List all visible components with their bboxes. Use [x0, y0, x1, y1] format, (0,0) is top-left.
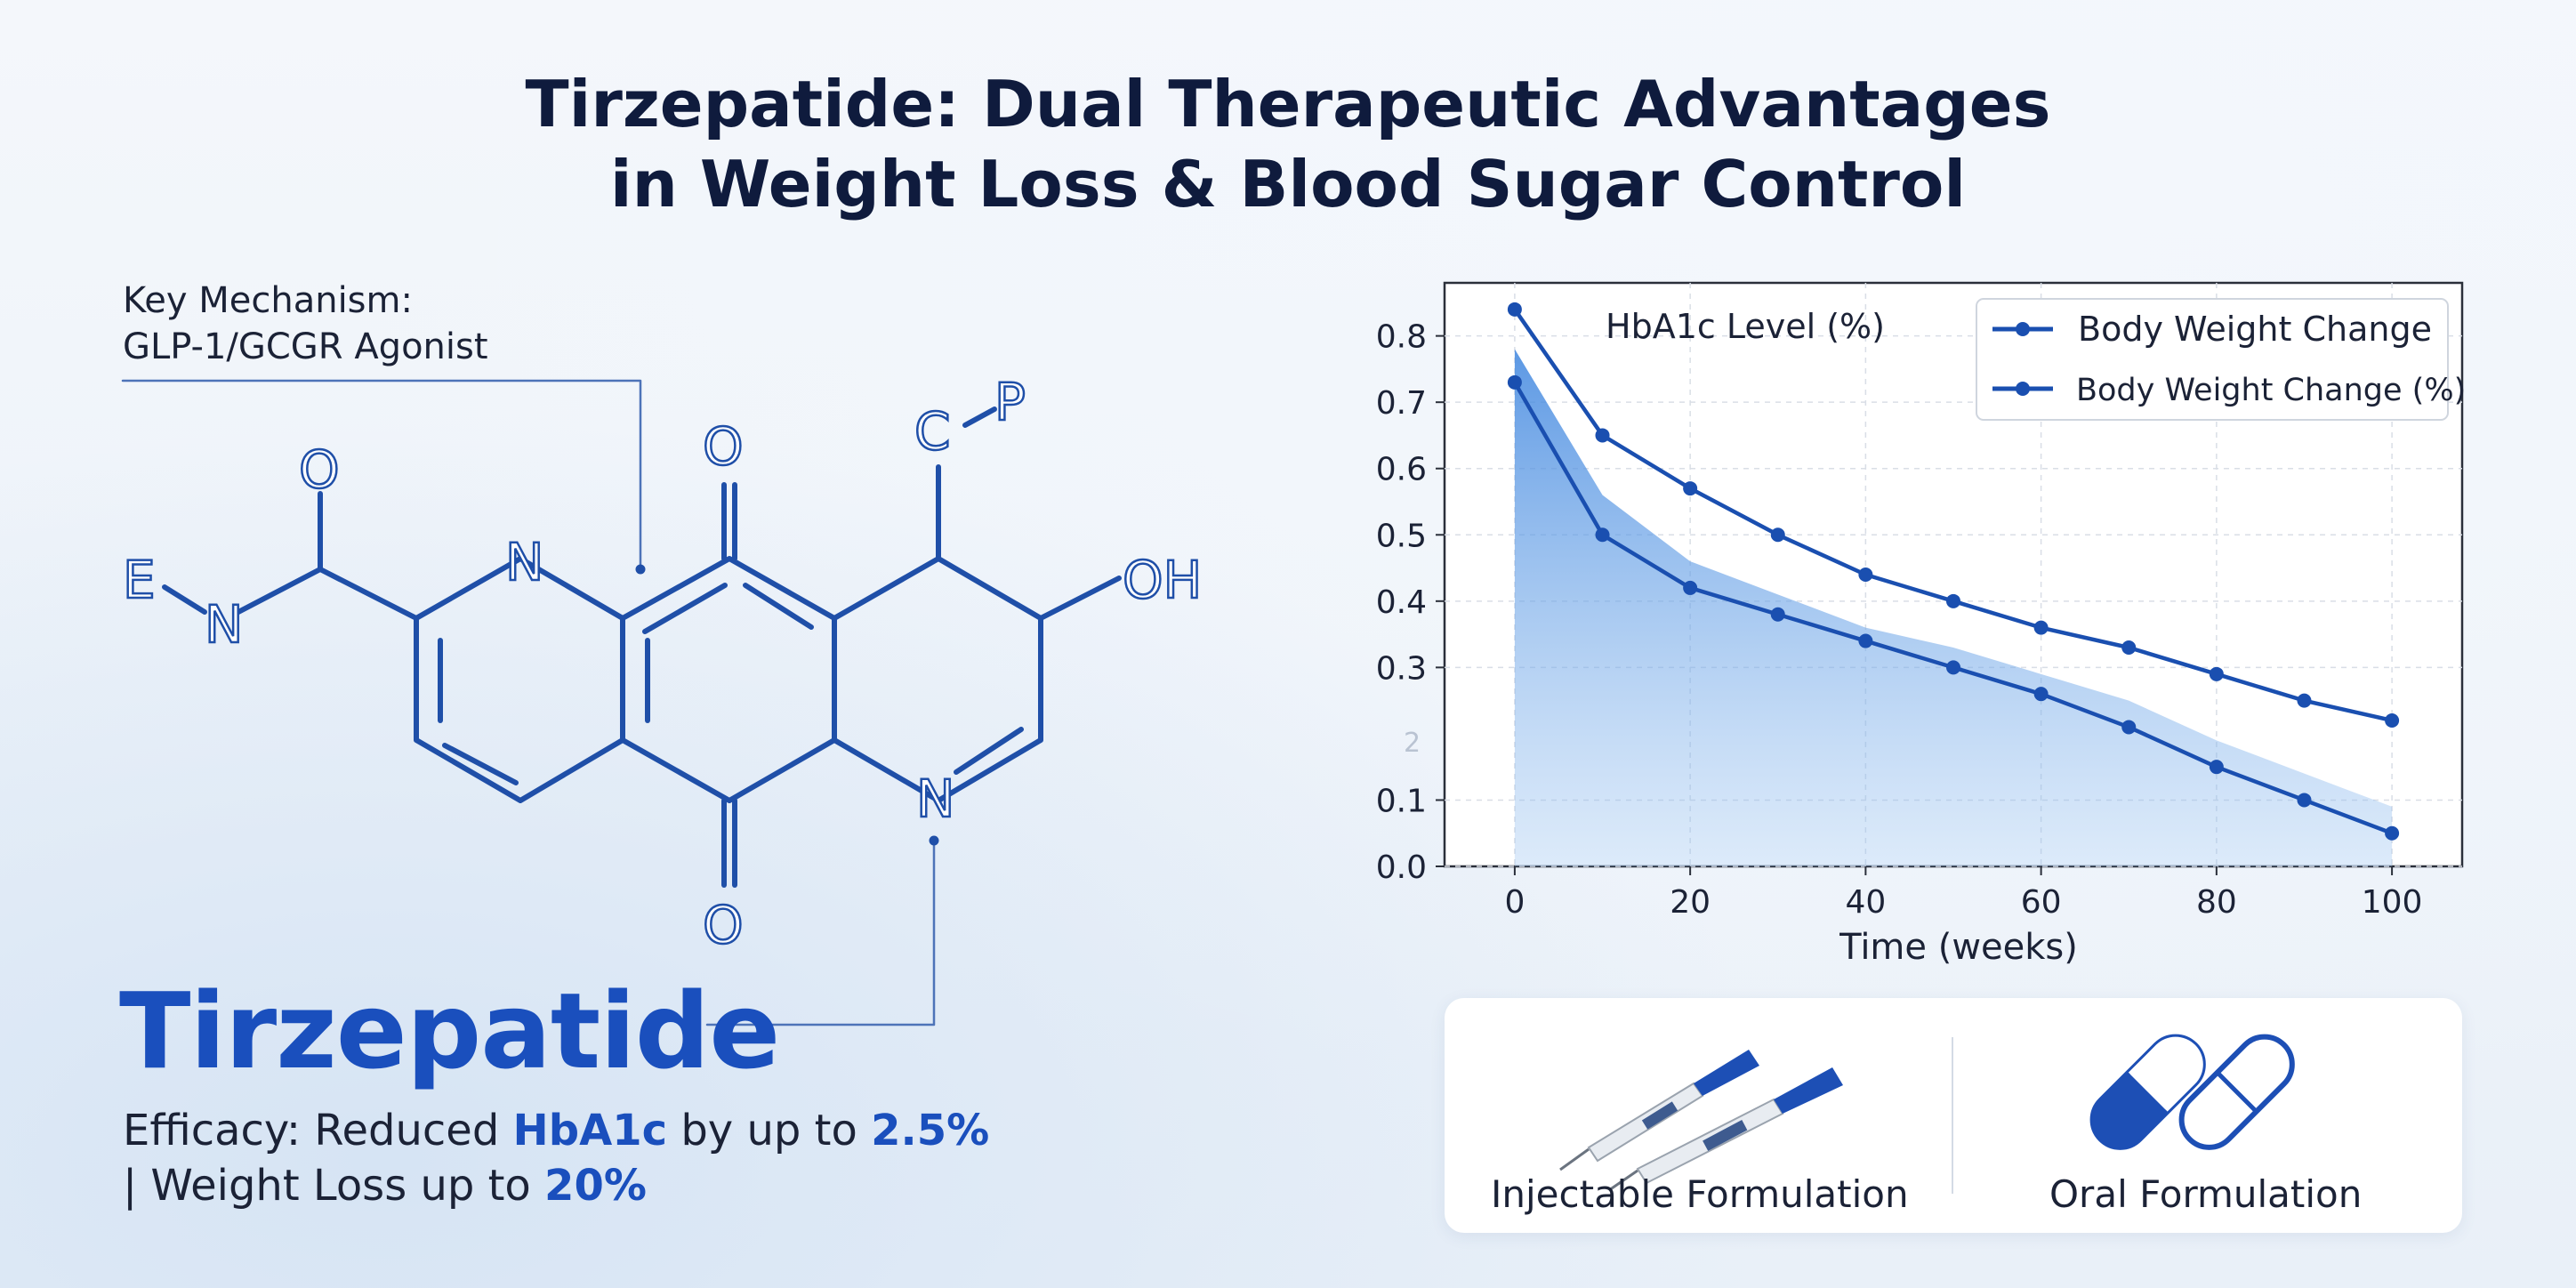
title-line-2: in Weight Loss & Blood Sugar Control [609, 147, 1967, 221]
efficacy-line-1: Efficacy: Reduced HbA1c by up to 2.5% [123, 1103, 989, 1158]
data-point [2209, 760, 2224, 775]
efficacy-term: HbA1c [512, 1106, 668, 1155]
stray-tick-label: 2 [1404, 728, 1421, 759]
data-point [1770, 527, 1785, 543]
x-tick-label: 20 [1670, 884, 1711, 921]
legend-marker [2016, 322, 2030, 336]
mechanism-label: Key Mechanism: GLP-1/GCGR Agonist [123, 278, 488, 370]
data-point [2121, 640, 2137, 655]
x-tick-label: 40 [1845, 884, 1886, 921]
data-point [2297, 793, 2312, 808]
capsule-icon [2089, 1034, 2295, 1150]
mechanism-line-1: Key Mechanism: [123, 280, 413, 321]
weight-prefix: | Weight Loss up to [123, 1161, 545, 1211]
weight-value: 20% [544, 1161, 647, 1211]
oral-label: Oral Formulation [2049, 1172, 2363, 1216]
x-tick-label: 100 [2362, 884, 2423, 921]
y-tick-label: 0.0 [1376, 849, 1427, 886]
data-point [2209, 666, 2224, 681]
name-leader-line [705, 839, 936, 1026]
data-point [2033, 620, 2049, 635]
atom-label: OH [1123, 550, 1202, 610]
y-tick-label: 0.3 [1376, 650, 1427, 687]
data-point [1858, 633, 1873, 648]
data-point [1507, 374, 1522, 390]
efficacy-line-2: | Weight Loss up to 20% [123, 1158, 989, 1213]
data-point [1858, 568, 1873, 582]
title-line-1: Tirzepatide: Dual Therapeutic Advantages [525, 67, 2051, 141]
legend-box [1976, 298, 2449, 421]
efficacy-text: Efficacy: Reduced HbA1c by up to 2.5% | … [123, 1103, 989, 1213]
data-point [1946, 593, 1960, 608]
data-point [2121, 720, 2137, 735]
y-tick-label: 0.7 [1376, 385, 1427, 422]
atom-label: O [703, 895, 744, 955]
molecule-dot [635, 564, 646, 575]
efficacy-mid: by up to [667, 1106, 872, 1155]
legend-marker [2016, 382, 2030, 396]
legend-entry-1: Body Weight Change [2078, 310, 2432, 349]
y-tick-label: 0.6 [1376, 452, 1427, 488]
y-tick-label: 0.5 [1376, 518, 1427, 554]
drug-name: Tirzepatide [119, 970, 780, 1092]
atom-label: P [994, 372, 1026, 432]
mechanism-line-2: GLP-1/GCGR Agonist [123, 326, 488, 367]
atom-label: O [299, 439, 340, 500]
injectable-label: Injectable Formulation [1491, 1172, 1909, 1216]
atom-label: E [123, 550, 156, 610]
data-point [1946, 660, 1960, 675]
molecule-diagram: O E N N O C P OH N O [121, 371, 1203, 1026]
data-point [1595, 527, 1610, 543]
y-tick-label: 0.8 [1376, 319, 1427, 356]
data-point [1683, 481, 1698, 496]
chart-inner-label: HbA1c Level (%) [1606, 307, 1885, 346]
atom-label: N [916, 769, 954, 829]
injection-pen-icon [1559, 1050, 1843, 1192]
card-divider [1952, 1037, 1953, 1194]
x-axis-label: Time (weeks) [1839, 927, 2078, 968]
data-point [1507, 302, 1522, 317]
efficacy-prefix: Efficacy: Reduced [123, 1106, 513, 1155]
mechanism-leader-line [121, 379, 642, 571]
formulation-card: Injectable Formulation Oral Formulation [1445, 998, 2462, 1233]
atom-label: N [505, 532, 543, 592]
x-tick-label: 80 [2196, 884, 2237, 921]
atom-label: O [703, 416, 744, 477]
data-point [2297, 693, 2312, 708]
data-point [2385, 825, 2400, 841]
legend-entry-2: Body Weight Change (%) [2076, 373, 2466, 408]
area-band [1514, 349, 2393, 867]
page-title: Tirzepatide: Dual Therapeutic Advantages… [0, 64, 2576, 224]
chart-legend: Body Weight Change Body Weight Change (%… [1976, 298, 2466, 421]
atom-label: N [205, 594, 243, 655]
molecule-dot [929, 835, 939, 846]
y-tick-label: 0.4 [1376, 584, 1427, 621]
x-tick-label: 0 [1504, 884, 1525, 921]
efficacy-value: 2.5% [871, 1106, 990, 1155]
x-tick-label: 60 [2021, 884, 2062, 921]
y-tick-label: 0.1 [1376, 783, 1427, 819]
data-point [1770, 607, 1785, 622]
data-point [1595, 428, 1610, 443]
data-point [2385, 713, 2400, 728]
data-point [1683, 580, 1698, 595]
atom-label: C [914, 401, 951, 462]
data-point [2033, 687, 2049, 702]
